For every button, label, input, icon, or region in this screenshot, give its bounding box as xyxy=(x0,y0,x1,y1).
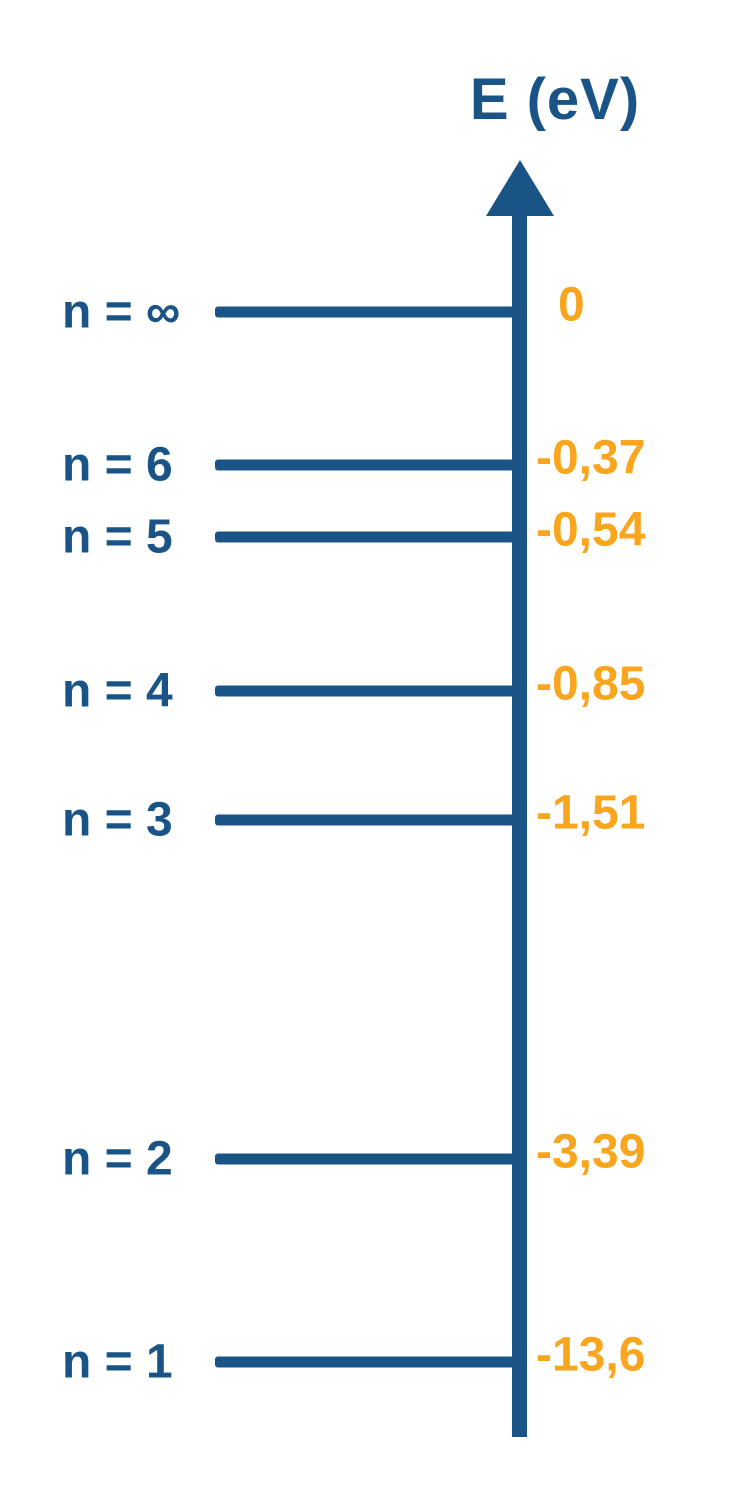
level-value: 0 xyxy=(558,278,585,332)
level-label: n = 5 xyxy=(62,510,173,564)
level-label: n = ∞ xyxy=(62,285,181,339)
level-label: n = 4 xyxy=(62,664,173,718)
level-line xyxy=(215,459,521,471)
level-value: -13,6 xyxy=(536,1328,646,1382)
level-label: n = 6 xyxy=(62,438,173,492)
level-line xyxy=(215,1153,521,1165)
level-value: -3,39 xyxy=(536,1125,646,1179)
level-line xyxy=(215,531,521,543)
level-value: -0,37 xyxy=(536,431,646,485)
level-value: -0,85 xyxy=(536,657,646,711)
level-label: n = 2 xyxy=(62,1132,173,1186)
level-line xyxy=(215,685,521,697)
level-line xyxy=(215,814,521,826)
level-value: -1,51 xyxy=(536,786,646,840)
level-line xyxy=(215,306,521,318)
level-line xyxy=(215,1356,521,1368)
level-label: n = 1 xyxy=(62,1335,173,1389)
level-value: -0,54 xyxy=(536,503,646,557)
axis-title: E (eV) xyxy=(469,67,641,132)
level-label: n = 3 xyxy=(62,793,173,847)
